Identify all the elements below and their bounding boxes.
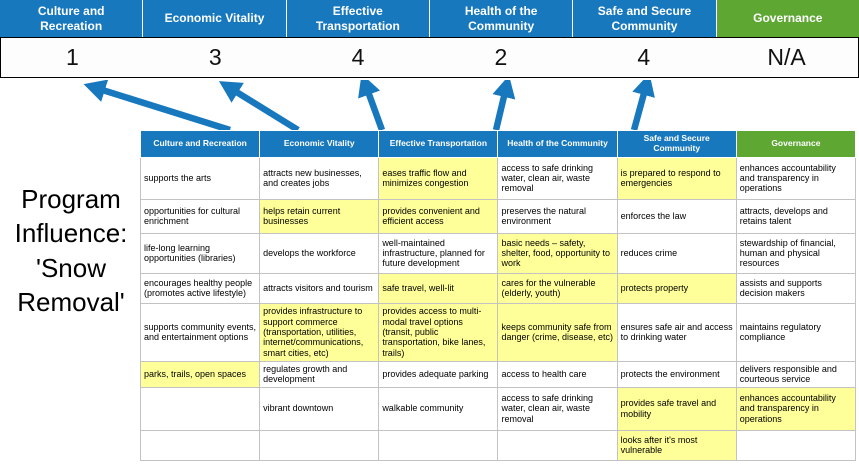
matrix-cell: reduces crime xyxy=(616,232,737,274)
matrix-header-cell: Economic Vitality xyxy=(259,130,380,158)
matrix-cell: provides safe travel and mobility xyxy=(616,386,737,431)
score-value: 3 xyxy=(208,44,222,70)
score-value: 4 xyxy=(351,44,365,70)
matrix-header-cell: Health of the Community xyxy=(497,130,618,158)
matrix-cell xyxy=(139,386,261,431)
matrix-cell: enhances accountability and transparency… xyxy=(735,156,857,200)
arrow-up-icon xyxy=(492,80,516,131)
category-banner: Culture and Recreation Economic Vitality E… xyxy=(0,0,859,37)
matrix-cell: access to safe drinking water, clean air… xyxy=(497,156,618,200)
matrix-header-cell: Culture and Recreation xyxy=(139,130,261,158)
category-header-cell: Culture and Recreation xyxy=(0,0,144,37)
matrix-row: encourages healthy people (promotes acti… xyxy=(139,272,857,304)
category-header-cell: Safe and Secure Community xyxy=(573,0,717,37)
score-value: 2 xyxy=(494,44,508,70)
matrix-cell: delivers responsible and courteous servi… xyxy=(735,360,857,388)
matrix-cell: encourages healthy people (promotes acti… xyxy=(139,272,261,304)
matrix-cell: attracts new businesses, and creates job… xyxy=(259,156,380,200)
matrix-cell: is prepared to respond to emergencies xyxy=(616,156,737,200)
arrows-layer xyxy=(83,80,655,132)
matrix-cell: ensures safe air and access to drinking … xyxy=(616,302,737,362)
matrix-cell: life-long learning opportunities (librar… xyxy=(139,232,261,274)
matrix-cell: helps retain current businesses xyxy=(259,198,380,234)
matrix-container: Culture and Recreation Economic Vitality E… xyxy=(139,130,857,461)
matrix-cell: attracts, develops and retains talent xyxy=(735,198,857,234)
matrix-head-row: Culture and Recreation Economic Vitality E… xyxy=(139,130,857,158)
matrix-cell: access to health care xyxy=(497,360,618,388)
matrix-cell xyxy=(378,429,499,461)
score-value: N/A xyxy=(767,44,806,70)
matrix-cell: preserves the natural environment xyxy=(497,198,618,234)
score-row: 1 3 4 2 4 N/A xyxy=(0,37,859,78)
matrix-cell xyxy=(497,429,618,461)
score-value: 1 xyxy=(66,44,79,70)
matrix-cell: supports the arts xyxy=(139,156,261,200)
matrix-cell: assists and supports decision makers xyxy=(735,272,857,304)
category-header-cell: Effective Transportation xyxy=(286,0,430,37)
matrix-cell: parks, trails, open spaces xyxy=(139,360,261,388)
matrix-body: supports the arts attracts new businesses… xyxy=(139,156,857,461)
matrix-cell: basic needs – safety, shelter, food, opp… xyxy=(497,232,618,274)
matrix-header-cell: Governance xyxy=(735,130,857,158)
matrix-cell: provides convenient and efficient access xyxy=(378,198,499,234)
category-header-cell: Economic Vitality xyxy=(143,0,287,37)
matrix-row: life-long learning opportunities (librar… xyxy=(139,232,857,274)
matrix-row: supports community events, and entertain… xyxy=(139,302,857,362)
matrix-cell: walkable community xyxy=(378,386,499,431)
matrix-cell: stewardship of financial, human and phys… xyxy=(735,232,857,274)
matrix-cell: safe travel, well-lit xyxy=(378,272,499,304)
matrix-header-cell: Safe and Secure Community xyxy=(616,130,737,158)
matrix-cell: cares for the vulnerable (elderly, youth… xyxy=(497,272,618,304)
matrix-cell: enhances accountability and transparency… xyxy=(735,386,857,431)
matrix-row: parks, trails, open spaces regulates grow… xyxy=(139,360,857,388)
matrix-cell: keeps community safe from danger (crime,… xyxy=(497,302,618,362)
score-value: 4 xyxy=(637,44,651,70)
matrix-cell: maintains regulatory compliance xyxy=(735,302,857,362)
matrix-cell: enforces the law xyxy=(616,198,737,234)
matrix-cell: develops the workforce xyxy=(259,232,380,274)
matrix-row: opportunities for cultural enrichment hel… xyxy=(139,198,857,234)
matrix-cell: access to safe drinking water, clean air… xyxy=(497,386,618,431)
arrow-up-icon xyxy=(358,80,386,132)
matrix-cell: looks after it's most vulnerable xyxy=(616,429,737,461)
matrix-cell: provides infrastructure to support comme… xyxy=(259,302,380,362)
category-header-cell: Governance xyxy=(716,0,859,37)
matrix-cell: protects property xyxy=(616,272,737,304)
matrix-row: vibrant downtown walkable community access… xyxy=(139,386,857,431)
matrix-cell: eases traffic flow and minimizes congest… xyxy=(378,156,499,200)
matrix-cell: provides access to multi-modal travel op… xyxy=(378,302,499,362)
matrix-cell: provides adequate parking xyxy=(378,360,499,388)
matrix-cell xyxy=(735,429,857,461)
matrix-cell: opportunities for cultural enrichment xyxy=(139,198,261,234)
influence-matrix: Culture and Recreation Economic Vitality E… xyxy=(139,130,857,461)
category-header-cell: Health of the Community xyxy=(429,0,574,37)
matrix-header-cell: Effective Transportation xyxy=(378,130,499,158)
matrix-row: supports the arts attracts new businesses… xyxy=(139,156,857,200)
arrow-up-icon xyxy=(218,81,300,132)
matrix-cell: vibrant downtown xyxy=(259,386,380,431)
matrix-row: looks after it's most vulnerable xyxy=(139,429,857,461)
matrix-cell: supports community events, and entertain… xyxy=(139,302,261,362)
matrix-cell: attracts visitors and tourism xyxy=(259,272,380,304)
matrix-cell xyxy=(259,429,380,461)
matrix-cell: well-maintained infrastructure, planned … xyxy=(378,232,499,274)
arrow-up-icon xyxy=(83,80,231,132)
matrix-cell: regulates growth and development xyxy=(259,360,380,388)
matrix-cell: protects the environment xyxy=(616,360,737,388)
arrow-up-icon xyxy=(630,80,655,131)
matrix-cell xyxy=(139,429,261,461)
page-title: Program Influence: 'Snow Removal' xyxy=(14,184,128,317)
